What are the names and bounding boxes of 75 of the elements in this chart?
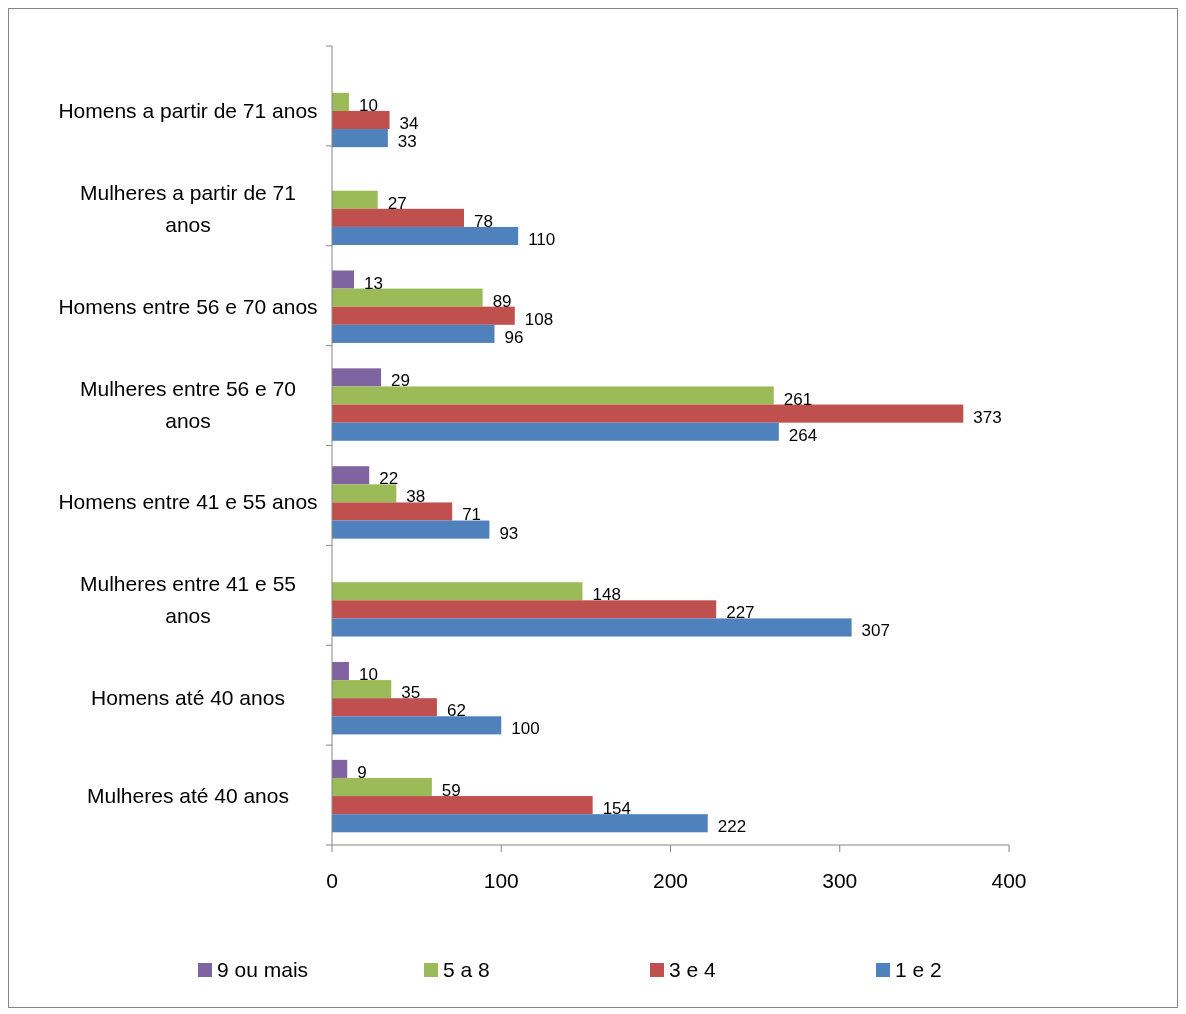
bar	[332, 368, 382, 387]
x-tick-label: 400	[991, 869, 1027, 892]
data-label: 222	[717, 817, 747, 837]
bar	[332, 110, 390, 130]
bar	[332, 777, 432, 797]
bar	[332, 386, 774, 405]
data-label: 34	[399, 113, 419, 133]
data-label: 89	[492, 291, 512, 311]
bar	[332, 796, 593, 815]
data-label: 93	[499, 523, 519, 543]
data-label: 108	[524, 309, 554, 329]
data-label: 96	[504, 327, 524, 347]
x-tick-label: 100	[483, 869, 519, 892]
legend-label: 5 a 8	[443, 958, 490, 981]
x-tick-label: 300	[822, 869, 858, 892]
data-label: 22	[379, 469, 399, 489]
legend-label: 9 ou mais	[217, 958, 309, 981]
bar	[332, 190, 378, 209]
y-tick-label: Homens a partir de 71 anos	[58, 98, 318, 122]
legend-label: 3 e 4	[669, 958, 717, 981]
data-label: 227	[726, 603, 755, 623]
data-label: 27	[387, 193, 407, 213]
bar	[332, 288, 483, 307]
bar	[332, 661, 349, 681]
data-label: 264	[788, 425, 818, 445]
legend-label: 1 e 2	[895, 958, 942, 981]
bar	[332, 618, 852, 637]
data-label: 261	[783, 389, 813, 409]
bar	[332, 759, 348, 778]
data-label: 35	[401, 683, 421, 703]
bar	[332, 422, 779, 441]
data-label: 13	[364, 273, 383, 293]
data-label: 148	[592, 585, 621, 605]
y-tick-label: Homens até 40 anos	[91, 686, 285, 710]
bar	[332, 208, 465, 227]
x-tick-label: 200	[652, 869, 689, 892]
y-tick-label: Mulheres até 40 anos	[87, 784, 289, 808]
bar	[332, 270, 354, 289]
bar	[332, 600, 717, 619]
bar	[332, 484, 397, 503]
data-label: 100	[511, 719, 540, 739]
y-tick-label: Mulheres a partir de 71 anos	[80, 180, 296, 236]
bar	[332, 698, 437, 717]
bar	[332, 466, 370, 485]
data-label: 78	[474, 211, 493, 231]
bar	[332, 582, 583, 601]
bar	[332, 129, 388, 148]
bar	[332, 306, 515, 325]
data-label: 62	[446, 701, 466, 721]
y-tick-label: Homens entre 56 e 70 anos	[58, 294, 318, 318]
bar	[332, 404, 964, 423]
data-label: 33	[397, 132, 417, 152]
data-label: 38	[406, 487, 426, 507]
y-tick-label: Mulheres entre 56 e 70 anos	[80, 376, 296, 432]
bar	[332, 226, 519, 246]
data-label: 29	[391, 371, 410, 391]
data-label: 71	[462, 505, 482, 525]
data-label: 10	[358, 95, 378, 115]
y-tick-label: Homens entre 41 e 55 anos	[58, 490, 318, 514]
bar	[332, 92, 349, 111]
data-label: 59	[441, 781, 461, 801]
bar	[332, 814, 708, 833]
bar	[332, 502, 453, 521]
data-label: 373	[973, 407, 1002, 427]
data-label: 9	[357, 762, 367, 782]
data-label: 154	[602, 799, 632, 819]
bar	[332, 680, 392, 699]
bar	[332, 520, 490, 539]
y-tick-label: Mulheres entre 41 e 55 anos	[80, 572, 296, 628]
data-label: 110	[528, 229, 556, 249]
data-label: 10	[358, 665, 378, 685]
x-tick-label: 0	[326, 869, 338, 892]
data-label: 307	[861, 621, 890, 641]
bar	[332, 716, 502, 735]
bar	[332, 324, 495, 343]
